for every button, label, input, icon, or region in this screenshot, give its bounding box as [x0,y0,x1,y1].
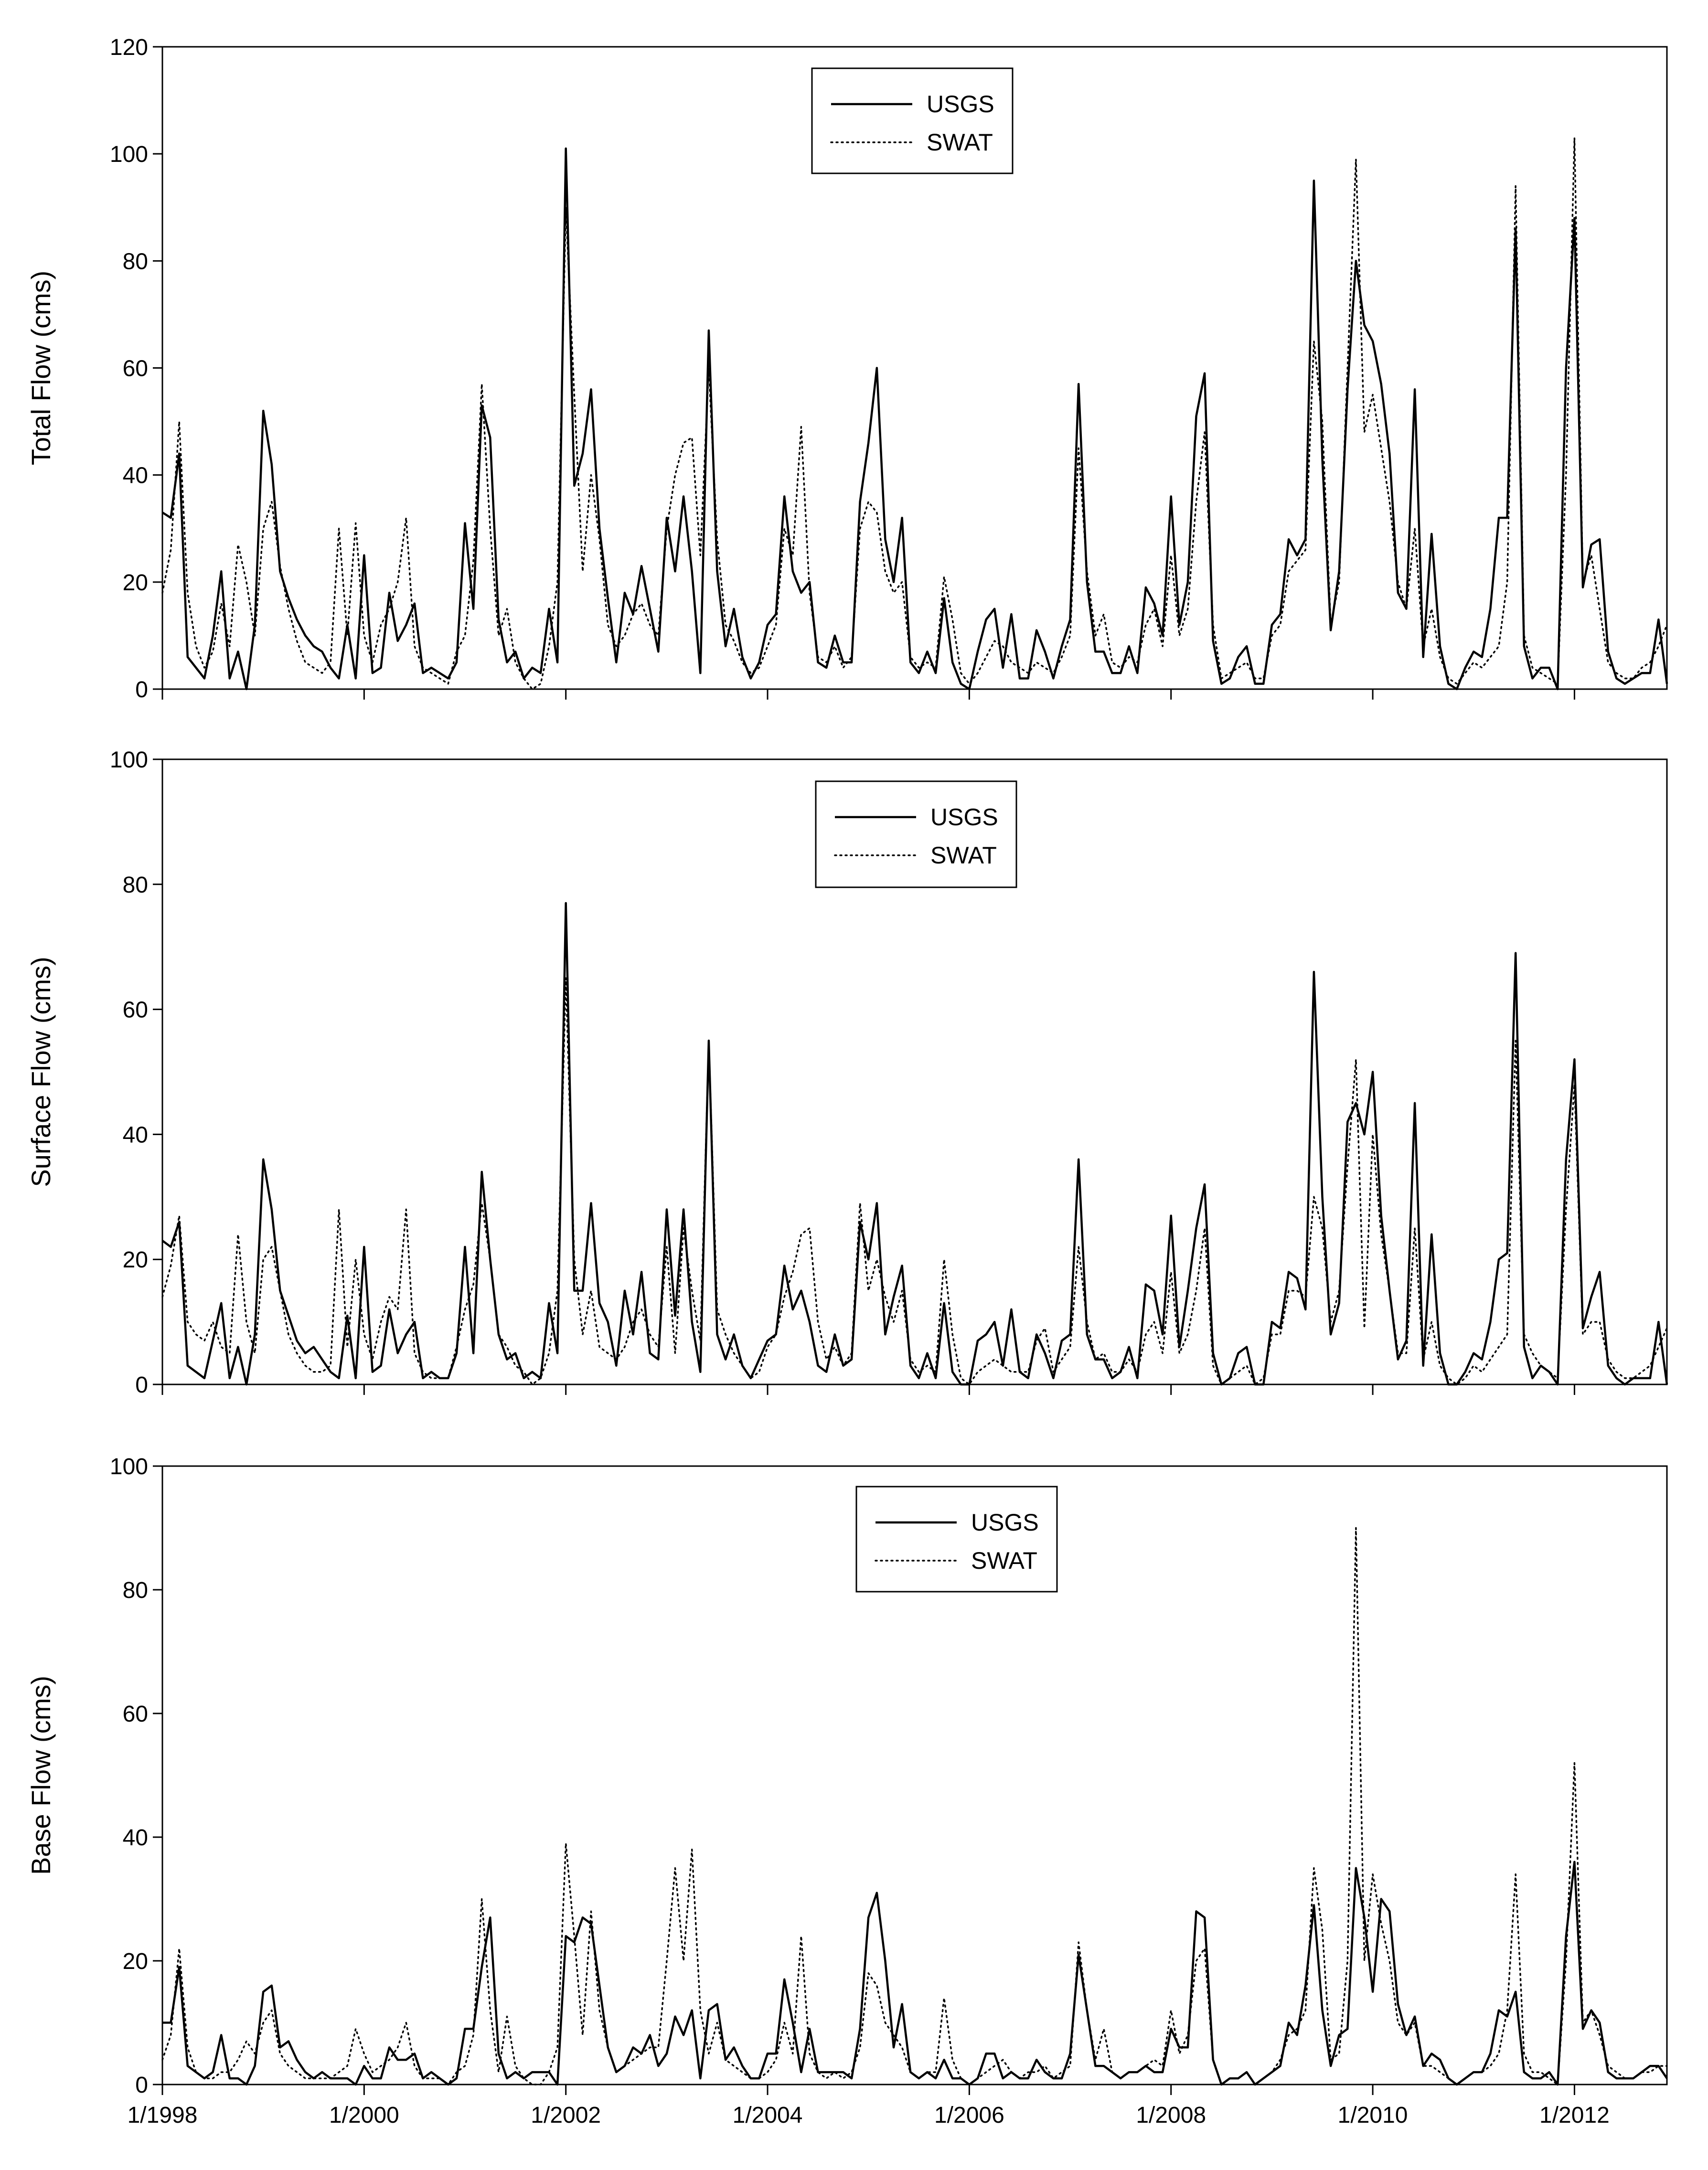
legend: USGS SWAT [855,1486,1058,1593]
y-tick-label: 60 [123,1702,148,1727]
x-tick-label: 1/2006 [934,2103,1004,2128]
y-axis-title: Surface Flow (cms) [26,957,56,1187]
series-line-usgs [161,902,1668,1386]
x-tick-label: 1/2012 [1539,2103,1610,2128]
legend-box [815,780,1017,888]
legend-label-swat: SWAT [971,1547,1037,1574]
legend-label-swat: SWAT [927,129,993,156]
legend: USGS SWAT [811,67,1014,174]
y-tick-label: 80 [123,1578,148,1603]
legend-box [811,67,1014,174]
y-tick-label: 20 [123,1949,148,1974]
y-tick-label: 40 [123,1825,148,1851]
chart-panel-1: 0 20 40 60 80 100 120 Total Flow (cms) USGS SWAT [26,35,1668,702]
chart-panel-2: 0 20 40 60 80 100 Surface Flow (cms) USGS SWAT [26,747,1668,1398]
y-tick-label: 120 [110,35,148,60]
chart-panel-3: 0 20 40 60 80 100 1/1998 1/2000 1/2002 1/2004 1/20… [26,1454,1668,2128]
series-line-swat [161,137,1668,690]
legend-box [855,1486,1058,1593]
legend-label-usgs: USGS [930,804,998,830]
series-line-swat [161,1527,1668,2085]
y-tick-label: 100 [110,142,148,167]
series-line-usgs [162,1861,1668,2086]
y-tick-label: 0 [135,1372,148,1398]
y-axis-title: Base Flow (cms) [26,1676,56,1875]
y-tick-label: 60 [123,998,148,1023]
y-tick-label: 0 [135,2073,148,2098]
legend-label-swat: SWAT [930,842,997,869]
y-axis-title: Total Flow (cms) [26,271,56,466]
x-tick-label: 1/1998 [128,2103,198,2128]
x-tick-label: 1/2004 [733,2103,803,2128]
y-tick-label: 40 [123,1122,148,1148]
x-tick-label: 1/2000 [329,2103,399,2128]
plot-frame [161,1465,1668,2085]
legend-label-usgs: USGS [971,1509,1039,1536]
y-tick-label: 0 [135,677,148,702]
y-tick-label: 100 [110,747,148,773]
y-tick-label: 20 [123,570,148,596]
x-tick-label: 1/2002 [531,2103,601,2128]
series-line-usgs [161,147,1668,691]
plot-frame [161,758,1668,1385]
y-tick-label: 80 [123,249,148,274]
legend: USGS SWAT [815,780,1017,888]
x-tick-label: 1/2010 [1338,2103,1408,2128]
y-tick-label: 80 [123,872,148,898]
y-tick-label: 100 [110,1454,148,1479]
legend-label-usgs: USGS [927,91,994,117]
y-tick-label: 60 [123,356,148,382]
y-tick-label: 20 [123,1247,148,1273]
series-line-swat [161,977,1668,1385]
y-tick-label: 40 [123,463,148,489]
x-tick-label: 1/2008 [1136,2103,1206,2128]
